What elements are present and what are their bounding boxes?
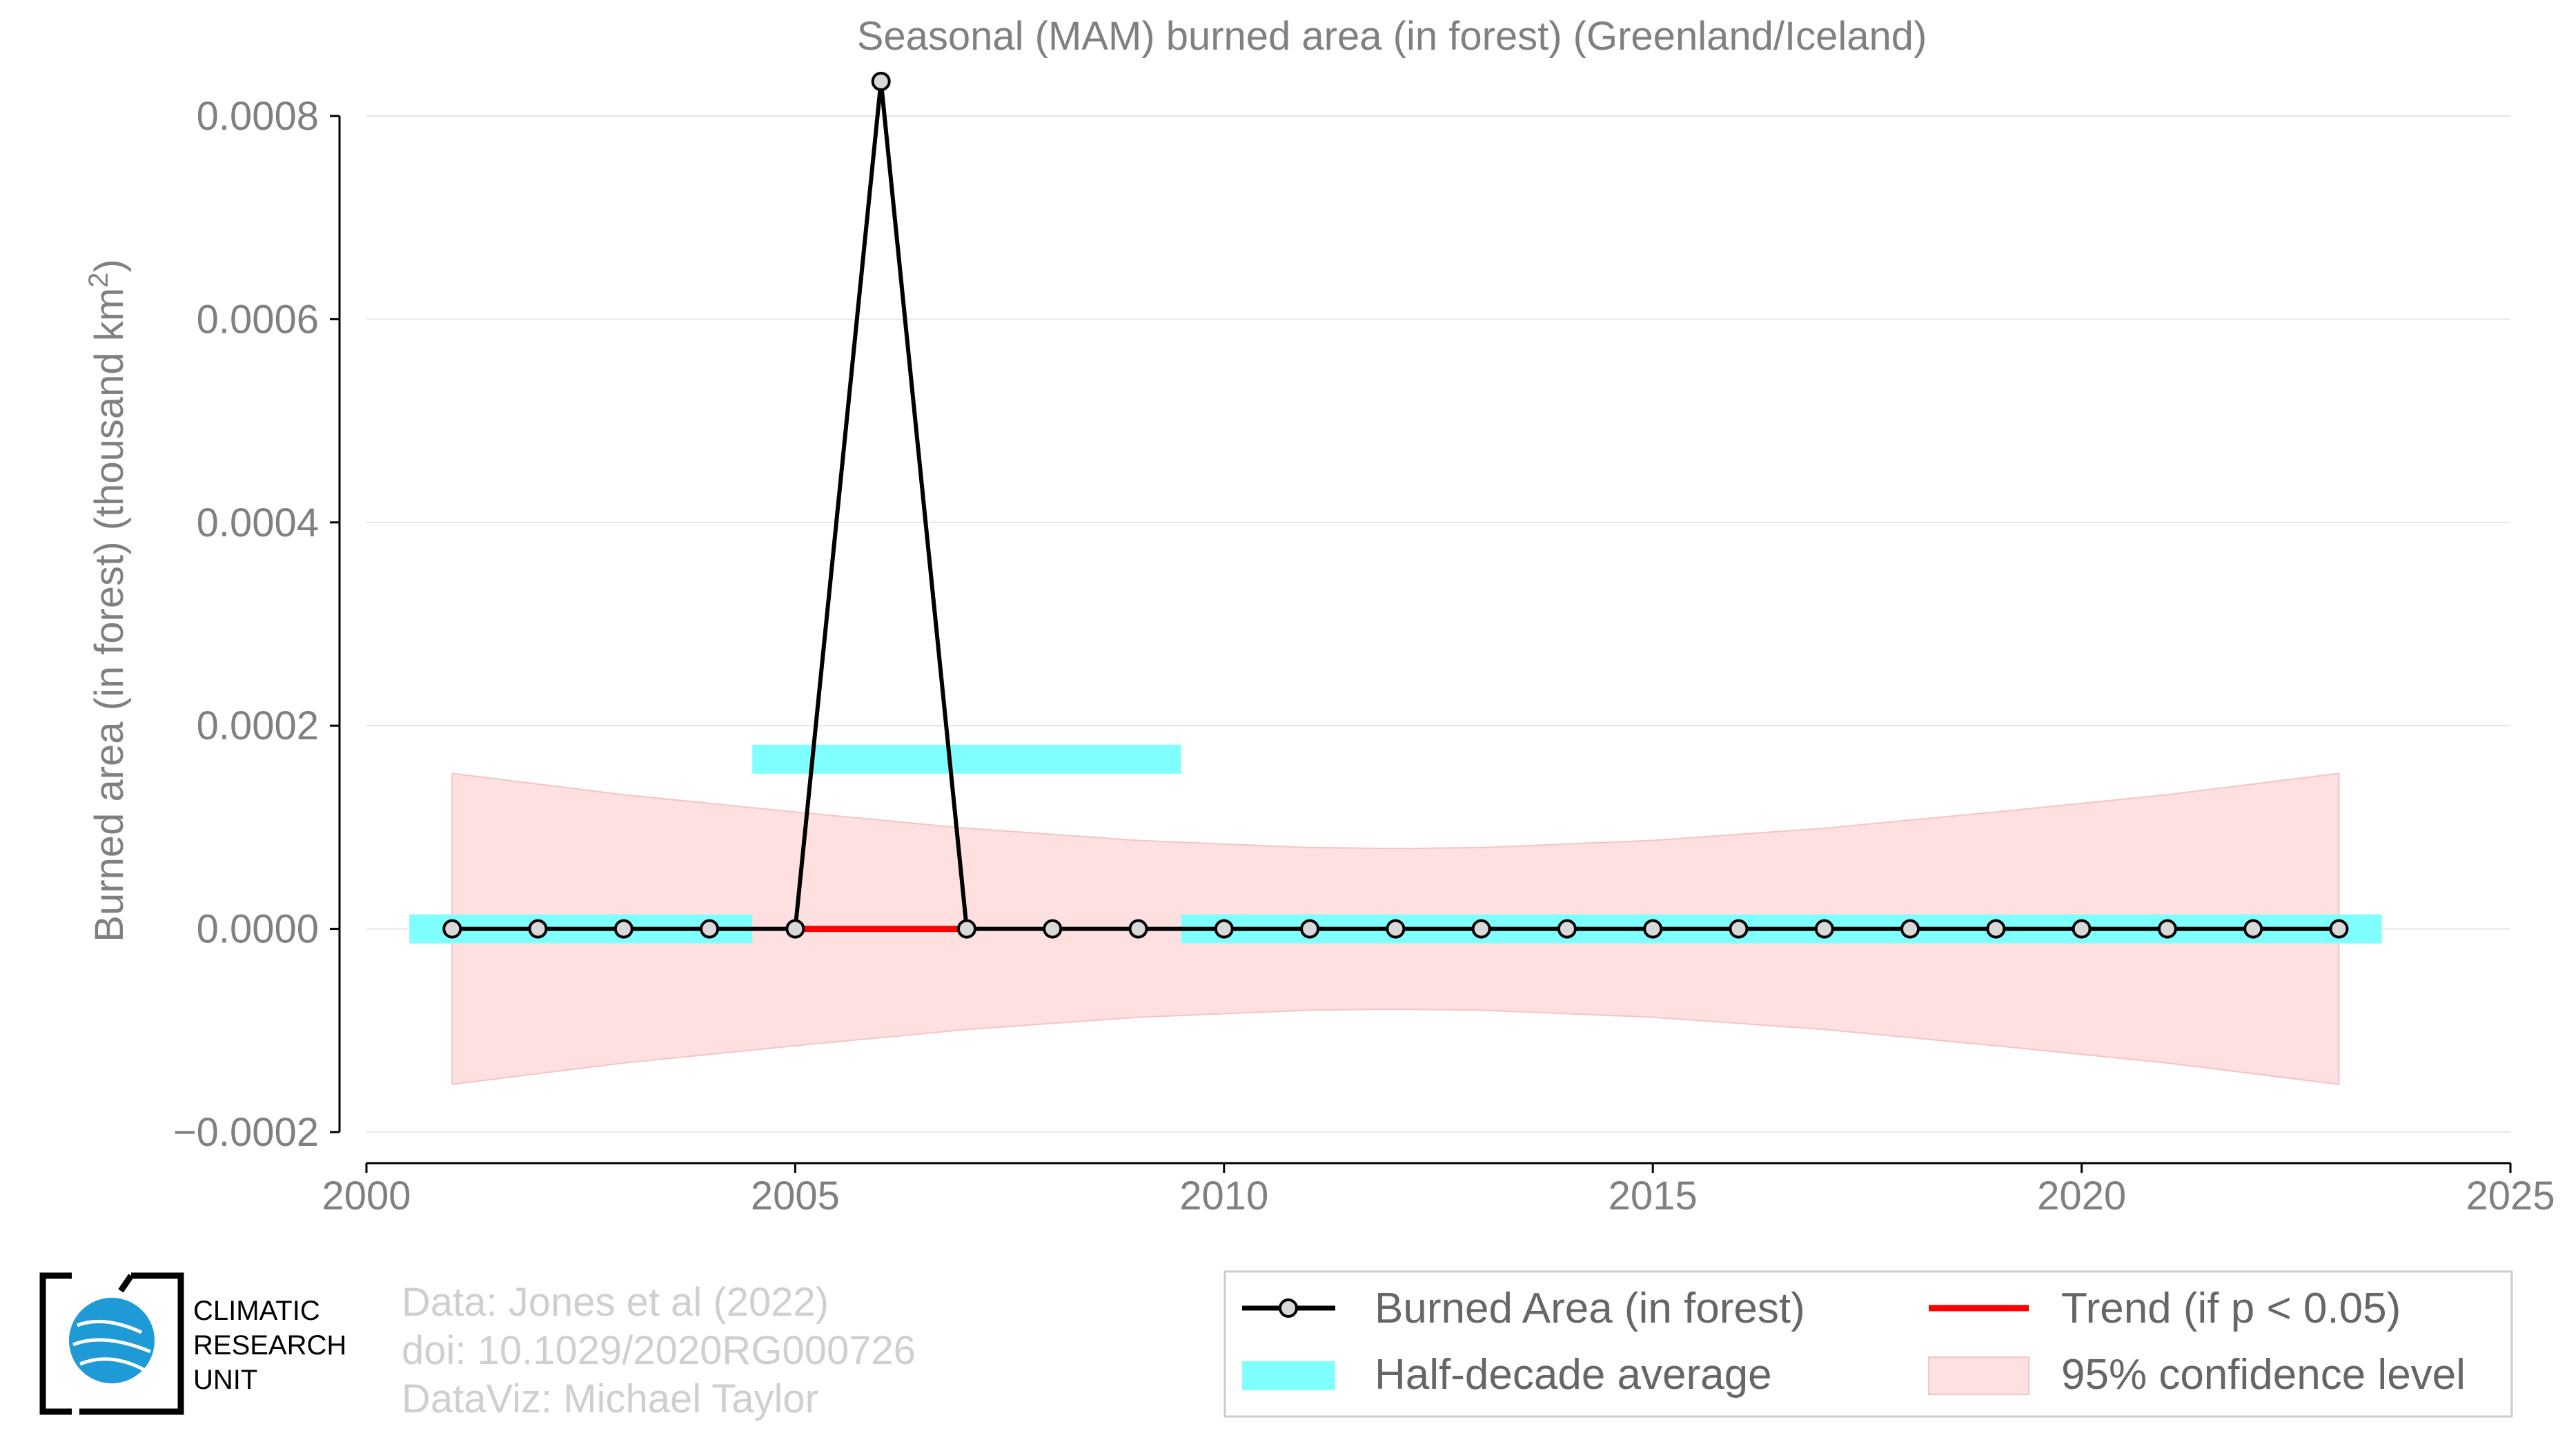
logo-bracket-icon [39, 1272, 184, 1415]
legend-marker-icon [1279, 1298, 1298, 1318]
legend-box [1223, 1270, 2513, 1418]
data-point [2157, 919, 2177, 939]
y-axis-label-main: Burned area (in forest) (thousand km [87, 288, 132, 942]
y-axis-label-sup: 2 [83, 273, 114, 288]
data-point [613, 919, 633, 939]
y-tick-label: 0.0008 [197, 94, 319, 139]
x-tick-label: 2000 [322, 1174, 411, 1218]
half-decade-bar [752, 744, 1181, 774]
data-point [442, 919, 462, 939]
data-point [1214, 919, 1234, 939]
data-point [871, 71, 891, 91]
data-point [956, 919, 976, 939]
globe-swirl-icon [72, 1319, 151, 1372]
credit-dataviz: DataViz: Michael Taylor [402, 1376, 818, 1421]
data-point [1128, 919, 1148, 939]
data-point [1043, 919, 1063, 939]
legend-item-confidence: 95% confidence level [1928, 1351, 2466, 1399]
x-tick-label: 2025 [2466, 1174, 2555, 1218]
y-tick-label: 0.0002 [197, 703, 319, 748]
chart-title: Seasonal (MAM) burned area (in forest) (… [857, 14, 1927, 59]
data-point [1814, 919, 1834, 939]
legend-item-burned-area: Burned Area (in forest) [1242, 1285, 1805, 1332]
cru-logo: CLIMATIC RESEARCH UNIT [39, 1272, 346, 1415]
x-tick-label: 2010 [1179, 1174, 1268, 1218]
legend-label-half-decade: Half-decade average [1375, 1351, 1772, 1399]
legend-label-confidence: 95% confidence level [2061, 1351, 2466, 1399]
data-point [1471, 919, 1491, 939]
y-tick-label: 0.0006 [197, 297, 319, 342]
legend-label-burned-area: Burned Area (in forest) [1375, 1285, 1805, 1332]
legend-item-trend: Trend (if p < 0.05) [1929, 1285, 2401, 1332]
x-ticks: 2000 2005 2010 2015 2020 2025 [322, 1163, 2555, 1218]
data-point [700, 919, 720, 939]
y-tick-label: 0.0000 [197, 907, 319, 952]
x-tick-label: 2005 [751, 1174, 840, 1218]
axes [338, 116, 2510, 1165]
data-point [1643, 919, 1663, 939]
y-axis-label: Burned area (in forest) (thousand km2) [83, 259, 132, 942]
data-point [528, 919, 548, 939]
y-ticks: −0.0002 0.0000 0.0002 0.0004 0.0006 0.0008 [173, 94, 340, 1155]
y-tick-label: −0.0002 [173, 1110, 319, 1155]
data-point [1300, 919, 1320, 939]
data-point [1386, 919, 1406, 939]
data-point [1986, 919, 2006, 939]
burned-area-line [452, 79, 2339, 931]
data-point [1557, 919, 1577, 939]
legend-item-half-decade: Half-decade average [1242, 1351, 1772, 1399]
data-point [2072, 919, 2092, 939]
y-axis-label-close: ) [87, 259, 132, 272]
logo-line-2: RESEARCH [193, 1330, 346, 1361]
data-point [1900, 919, 1920, 939]
logo-line-3: UNIT [193, 1365, 257, 1395]
x-tick-label: 2015 [1609, 1174, 1698, 1218]
data-point [2243, 919, 2263, 939]
data-point [1729, 919, 1749, 939]
logo-line-1: CLIMATIC [193, 1296, 320, 1326]
credit-data: Data: Jones et al (2022) [402, 1280, 829, 1325]
credit-doi: doi: 10.1029/2020RG000726 [402, 1328, 916, 1373]
x-tick-label: 2020 [2037, 1174, 2126, 1218]
burned-area-series-layer [442, 71, 2349, 939]
data-point [785, 919, 805, 939]
legend: Burned Area (in forest) Trend (if p < 0.… [1223, 1270, 2513, 1418]
data-point [2329, 919, 2349, 939]
legend-half-decade-swatch [1242, 1361, 1335, 1390]
legend-label-trend: Trend (if p < 0.05) [2061, 1285, 2401, 1332]
y-tick-label: 0.0004 [197, 500, 319, 545]
legend-confidence-swatch [1928, 1356, 2029, 1395]
